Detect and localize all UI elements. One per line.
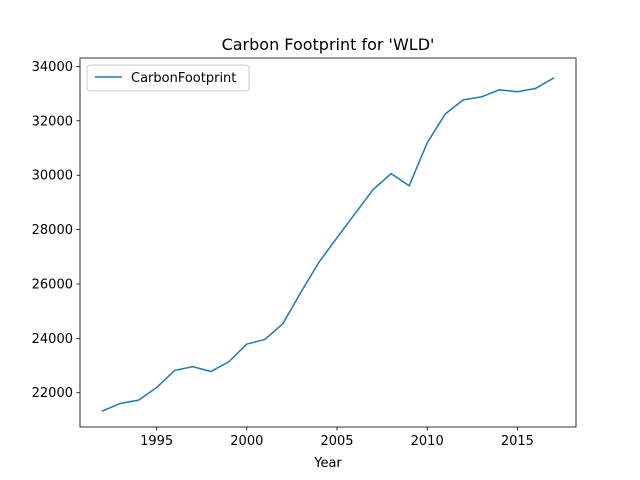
legend-box [86,64,250,92]
legend: CarbonFootprint [86,64,250,92]
x-tick-label: 2010 [411,434,444,449]
axes-frame [79,57,577,428]
y-tick-label: 22000 [32,386,73,401]
y-tick-label: 32000 [32,114,73,129]
y-tick-label: 26000 [32,277,73,292]
chart-title: Carbon Footprint for 'WLD' [222,35,435,54]
x-tick-label: 2000 [230,434,263,449]
legend-label-0: CarbonFootprint [131,71,236,86]
y-tick-label: 34000 [32,60,73,75]
y-tick-label: 28000 [32,223,73,238]
series-line-0 [101,77,555,412]
y-tick-label: 24000 [32,332,73,347]
plot-area: 1995 2000 2005 2010 2015 22000 24000 26000 28000… [32,57,577,449]
x-tick-label: 1995 [140,434,173,449]
x-axis-label: Year [313,456,342,471]
x-tick-label: 2005 [320,434,353,449]
y-tick-label: 30000 [32,169,73,184]
x-tick-label: 2015 [501,434,534,449]
